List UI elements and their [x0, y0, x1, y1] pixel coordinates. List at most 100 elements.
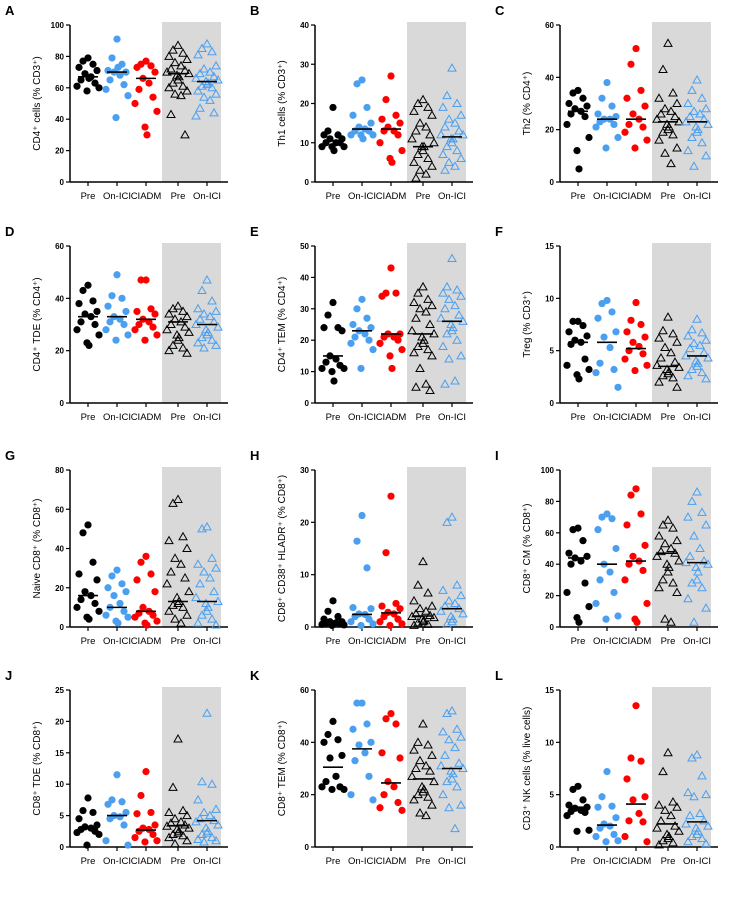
data-point [73, 82, 81, 90]
data-point [388, 364, 396, 373]
data-point [102, 611, 110, 619]
y-tick-label: 5 [550, 791, 555, 800]
data-point-triangle [654, 839, 664, 849]
data-point [151, 68, 159, 76]
data-point-triangle [415, 303, 425, 313]
data-point [131, 326, 139, 334]
y-tick-label: 0 [60, 399, 65, 408]
data-point [581, 355, 589, 363]
data-point-triangle [178, 48, 188, 57]
data-point-triangle [423, 792, 433, 801]
data-point-triangle [211, 89, 221, 98]
data-point-triangle [674, 826, 684, 835]
data-point-triangle [681, 818, 691, 828]
data-point [365, 336, 373, 344]
data-point [328, 785, 336, 794]
data-point [131, 833, 139, 842]
data-point [85, 615, 93, 623]
data-point-triangle [409, 157, 419, 166]
data-point [104, 584, 112, 592]
y-tick-label: 20 [55, 584, 64, 593]
y-axis-label: CD3⁺ NK cells (% live cells) [522, 707, 533, 831]
data-point [141, 336, 149, 344]
data-point [328, 368, 336, 376]
data-point [608, 102, 616, 110]
data-point-triangle [660, 103, 670, 113]
data-point-triangle [207, 614, 217, 623]
data-point-triangle [689, 617, 699, 626]
data-point [387, 709, 395, 718]
data-point [131, 613, 139, 621]
data-point-triangle [193, 49, 203, 59]
y-tick-label: 40 [300, 273, 309, 282]
data-point [320, 131, 328, 139]
data-point [367, 119, 375, 127]
data-point [95, 830, 103, 839]
data-point-triangle [423, 739, 433, 749]
data-point-triangle [652, 114, 662, 123]
data-point-triangle [205, 810, 215, 820]
data-point [326, 754, 334, 762]
data-point [142, 552, 150, 560]
y-tick-label: 80 [55, 466, 64, 475]
data-point [147, 808, 155, 817]
data-point-triangle [687, 578, 697, 587]
data-point-triangle [213, 74, 223, 84]
data-point-triangle [419, 335, 429, 344]
data-point [610, 830, 618, 839]
data-point [641, 793, 649, 801]
data-point-triangle [663, 567, 673, 576]
data-point-triangle [195, 103, 205, 112]
data-point [118, 580, 126, 588]
data-point-triangle [670, 357, 680, 366]
data-point [641, 541, 649, 549]
data-point-triangle [450, 161, 460, 170]
panel-l: L 0 5 10 15 CD3⁺ NK cells (% live cells) Pre On… [495, 668, 718, 867]
data-point [329, 103, 337, 112]
data-point-triangle [162, 324, 172, 334]
data-point-triangle [697, 770, 707, 780]
data-point-triangle [195, 68, 205, 78]
data-point [579, 94, 587, 102]
data-point [606, 568, 614, 576]
data-point-triangle [193, 559, 203, 568]
data-point-triangle [425, 319, 435, 328]
data-point [614, 133, 622, 142]
y-tick-label: 10 [300, 571, 309, 580]
data-point-triangle [654, 530, 664, 540]
x-tick-label: On-ICI [348, 856, 376, 867]
data-point-triangle [193, 303, 203, 313]
data-point [643, 136, 651, 144]
data-point-triangle [442, 619, 452, 628]
data-point [89, 60, 97, 68]
data-point-triangle [687, 85, 697, 94]
data-point [376, 618, 384, 626]
data-point-triangle [421, 810, 431, 820]
data-point [594, 803, 602, 811]
data-point-triangle [685, 343, 695, 353]
x-tick-label: CIADM [376, 412, 407, 423]
data-point [365, 615, 373, 623]
data-point [600, 333, 608, 341]
y-tick-label: 10 [55, 780, 64, 789]
data-point [386, 621, 394, 630]
data-point-triangle [660, 148, 670, 157]
data-point [122, 588, 130, 596]
data-point [351, 757, 359, 765]
data-point-triangle [415, 165, 425, 174]
data-point [349, 604, 357, 612]
data-point-triangle [191, 73, 201, 82]
data-point [151, 588, 159, 596]
data-point-triangle [654, 377, 664, 386]
data-point-triangle [195, 578, 205, 588]
data-point-triangle [447, 63, 457, 72]
x-tick-label: On-ICI [193, 856, 221, 867]
data-point-triangle [692, 361, 702, 370]
data-point-triangle [195, 813, 205, 823]
data-point [639, 566, 647, 575]
data-point-triangle [440, 165, 450, 174]
data-point-triangle [448, 133, 458, 143]
data-point-triangle [703, 821, 713, 830]
data-point-triangle [170, 614, 180, 623]
